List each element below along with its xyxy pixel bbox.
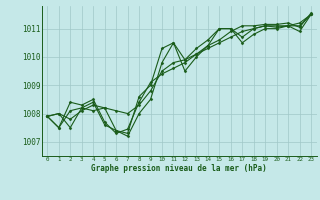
X-axis label: Graphe pression niveau de la mer (hPa): Graphe pression niveau de la mer (hPa) xyxy=(91,164,267,173)
